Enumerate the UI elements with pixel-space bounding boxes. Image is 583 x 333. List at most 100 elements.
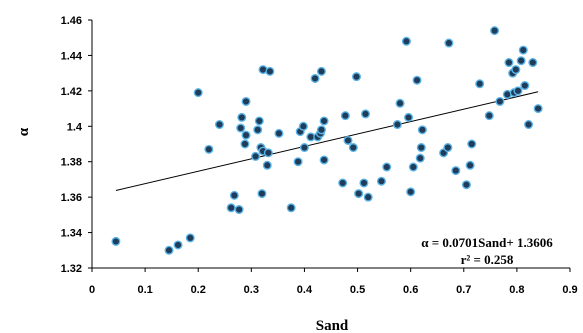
y-tick-label: 1.38 [61,157,82,169]
data-point [164,245,174,255]
y-axis-title: α [16,127,32,136]
data-point [382,162,392,172]
data-point [348,143,358,153]
data-point [316,125,326,135]
data-point [338,178,348,188]
x-axis-ticks: 0 0.1 0.2 0.3 0.4 0.5 0.6 0.7 0.8 0.9 [89,268,578,296]
axes [91,20,570,269]
data-point [415,153,425,163]
x-tick-label: 0.2 [191,284,206,296]
data-point [193,88,203,98]
x-tick-label: 0.8 [509,284,524,296]
data-point [257,189,267,199]
data-point [111,236,121,246]
data-point [241,96,251,106]
regression-equation: α = 0.0701Sand+ 1.3606 [421,235,553,250]
y-tick-label: 1.36 [61,192,82,204]
data-point [504,58,514,68]
x-tick-label: 0.3 [244,284,259,296]
data-point [351,72,361,82]
x-tick-label: 0.4 [297,284,313,296]
data-point [533,104,543,114]
data-point [354,189,364,199]
data-point [518,45,528,55]
data-point [363,192,373,202]
data-point [416,143,426,153]
data-point [412,75,422,85]
data-point [319,155,329,165]
data-point [361,109,371,119]
data-point [299,143,309,153]
data-point [253,125,263,135]
x-tick-label: 0.1 [137,284,152,296]
data-point [214,120,224,130]
y-tick-label: 1.46 [61,15,82,27]
data-point [293,157,303,167]
x-tick-label: 0.5 [350,284,365,296]
r-squared-label: r² = 0.258 [461,252,514,267]
data-point [234,205,244,215]
data-point [524,120,534,130]
data-point [513,86,523,96]
trendline-group [115,91,539,191]
y-tick-label: 1.32 [61,263,82,275]
y-tick-label: 1.42 [61,86,82,98]
data-point [310,73,320,83]
x-axis-title: Sand [316,318,349,333]
data-point [286,203,296,213]
trendline [115,91,539,191]
data-point [392,120,402,130]
data-point [265,66,275,76]
data-point [404,112,414,122]
data-point [475,79,485,89]
data-point [395,98,405,108]
data-point [443,143,453,153]
data-point [274,128,284,138]
x-tick-label: 0 [89,284,95,296]
data-point [185,233,195,243]
data-point [359,178,369,188]
data-point [444,38,454,48]
data-point [254,116,264,126]
data-point [229,190,239,200]
data-point [237,112,247,122]
data-point [467,139,477,149]
data-point [262,160,272,170]
data-point [465,160,475,170]
x-tick-label: 0.6 [403,284,418,296]
data-point [417,125,427,135]
y-tick-label: 1.44 [61,50,83,62]
data-point [340,111,350,121]
data-point [236,123,246,133]
data-point [298,121,308,131]
data-point [511,65,521,75]
data-point [376,176,386,186]
data-point [173,240,183,250]
y-axis-ticks: 1.32 1.34 1.36 1.38 1.4 1.42 1.44 1.46 [61,15,92,275]
data-point [226,203,236,213]
data-point [263,148,273,158]
data-point [406,187,416,197]
data-point [401,36,411,46]
data-point [490,26,500,36]
y-tick-label: 1.4 [67,121,83,133]
data-point [451,166,461,176]
x-tick-label: 0.7 [456,284,471,296]
data-point [520,81,530,91]
data-point [495,96,505,106]
data-point [241,130,251,140]
y-tick-label: 1.34 [61,228,83,240]
data-point [408,162,418,172]
data-point [484,111,494,121]
data-point [461,180,471,190]
data-point [343,135,353,145]
data-point [204,144,214,154]
data-point [240,139,250,149]
data-point [528,58,538,68]
data-point [316,66,326,76]
data-point [319,116,329,126]
x-tick-label: 0.9 [562,284,577,296]
data-points [111,26,543,255]
